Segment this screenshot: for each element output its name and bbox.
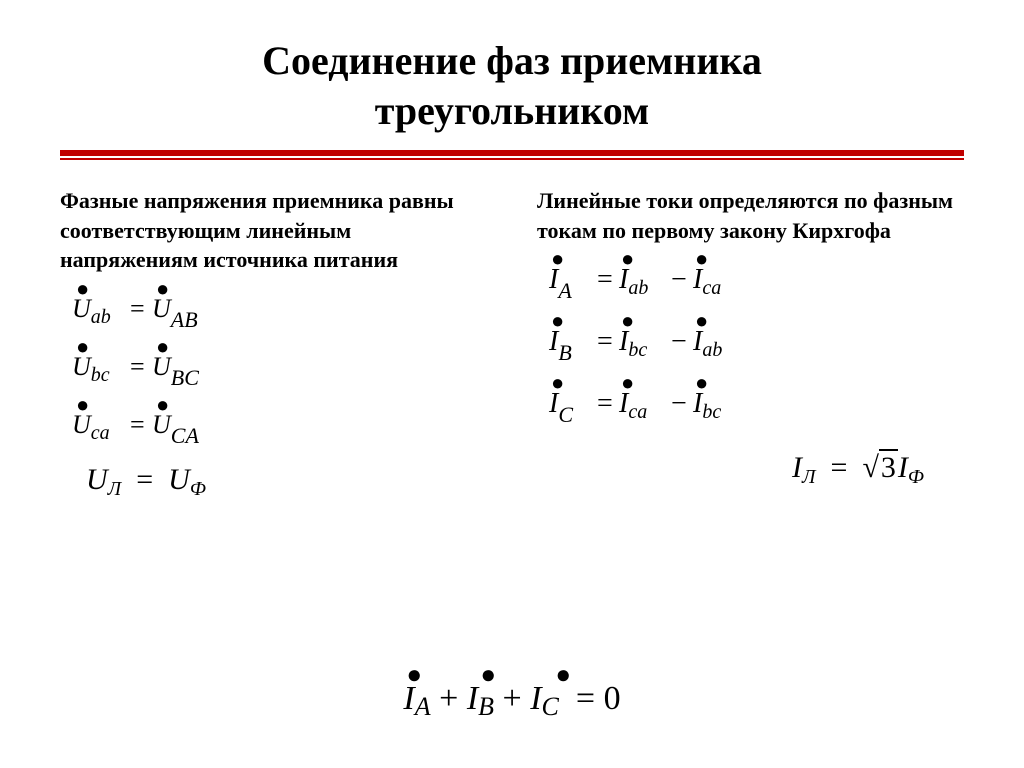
plus: + <box>503 680 522 717</box>
dot-icon: ● <box>406 660 422 690</box>
var: I <box>693 388 702 419</box>
eq-ib: ● IB = ● Ibc − ● Iab <box>549 313 964 375</box>
equals: = <box>597 327 613 358</box>
var: U <box>168 463 190 496</box>
sub: B <box>558 340 571 365</box>
eq-uab: ● Uab = ● UAB <box>72 281 487 339</box>
sub: C <box>558 402 573 427</box>
var: I <box>549 264 558 295</box>
minus: − <box>671 265 687 296</box>
sub: A <box>415 692 431 721</box>
sub: ab <box>628 277 648 299</box>
sub: Л <box>802 466 816 488</box>
var: U <box>152 410 171 439</box>
equals: = <box>576 680 595 717</box>
eq-il-sqrt3-if: IЛ = √3IФ <box>537 449 964 485</box>
sub: Ф <box>908 466 924 488</box>
equals: = <box>130 295 145 324</box>
eq-ic: ● IC = ● Ica − ● Ibc <box>549 375 964 437</box>
sub: CA <box>171 423 199 448</box>
var: U <box>72 410 91 439</box>
minus: − <box>671 327 687 358</box>
var: I <box>898 451 908 484</box>
var: I <box>619 388 628 419</box>
left-paragraph: Фазные напряжения приемника равны соотве… <box>60 186 487 275</box>
dot-icon: ● <box>555 660 571 690</box>
sub: ab <box>702 339 722 361</box>
radicand: 3 <box>879 449 898 485</box>
sub: bc <box>91 364 110 386</box>
title-rule-thin <box>60 158 964 160</box>
sub: A <box>558 278 571 303</box>
sub: Ф <box>190 478 206 500</box>
eq-kirchhoff-sum: ● IA + ● IB + ● IC = 0 <box>0 680 1024 718</box>
right-equations: ● IA = ● Iab − ● Ica ● IB = ● Ibc − ● <box>537 251 964 437</box>
title-rule-thick <box>60 150 964 156</box>
eq-ia: ● IA = ● Iab − ● Ica <box>549 251 964 313</box>
sub: Л <box>108 478 122 500</box>
var: U <box>152 352 171 381</box>
eq-ubc: ● Ubc = ● UBC <box>72 339 487 397</box>
title-line-1: Соединение фаз приемника <box>262 38 762 83</box>
right-paragraph: Линейные токи определяются по фазным ток… <box>537 186 964 245</box>
sub: AB <box>171 307 198 332</box>
var: I <box>693 264 702 295</box>
equals: = <box>831 451 848 484</box>
left-column: Фазные напряжения приемника равны соотве… <box>60 186 487 497</box>
var: I <box>467 680 478 717</box>
sub: ca <box>628 401 647 423</box>
equals: = <box>130 353 145 382</box>
slide-title: Соединение фаз приемника треугольником <box>60 36 964 136</box>
sub: bc <box>702 401 721 423</box>
var: U <box>72 352 91 381</box>
slide: Соединение фаз приемника треугольником Ф… <box>0 0 1024 768</box>
var: I <box>619 264 628 295</box>
sub: ab <box>91 306 111 328</box>
var: U <box>152 294 171 323</box>
var: I <box>530 680 541 717</box>
sub: B <box>478 692 494 721</box>
var: I <box>619 326 628 357</box>
var: U <box>72 294 91 323</box>
dot-icon: ● <box>480 660 496 690</box>
title-line-2: треугольником <box>375 88 649 133</box>
equals: = <box>130 411 145 440</box>
sub: ca <box>91 422 110 444</box>
var: I <box>792 451 802 484</box>
left-equations: ● Uab = ● UAB ● Ubc = ● UBC ● Uca = <box>60 281 487 455</box>
plus: + <box>439 680 458 717</box>
equals: = <box>136 463 153 496</box>
sqrt: √3 <box>862 449 897 485</box>
sub: bc <box>628 339 647 361</box>
zero: 0 <box>604 680 621 717</box>
var: I <box>549 388 558 419</box>
var: I <box>693 326 702 357</box>
equals: = <box>597 265 613 296</box>
eq-uca: ● Uca = ● UCA <box>72 397 487 455</box>
equals: = <box>597 389 613 420</box>
sub: C <box>542 692 559 721</box>
var: I <box>549 326 558 357</box>
var: U <box>86 463 108 496</box>
minus: − <box>671 389 687 420</box>
sub: ca <box>702 277 721 299</box>
eq-ul-uf: UЛ = UФ <box>60 463 487 497</box>
right-column: Линейные токи определяются по фазным ток… <box>537 186 964 497</box>
content-columns: Фазные напряжения приемника равны соотве… <box>60 186 964 497</box>
sub: BC <box>171 365 199 390</box>
